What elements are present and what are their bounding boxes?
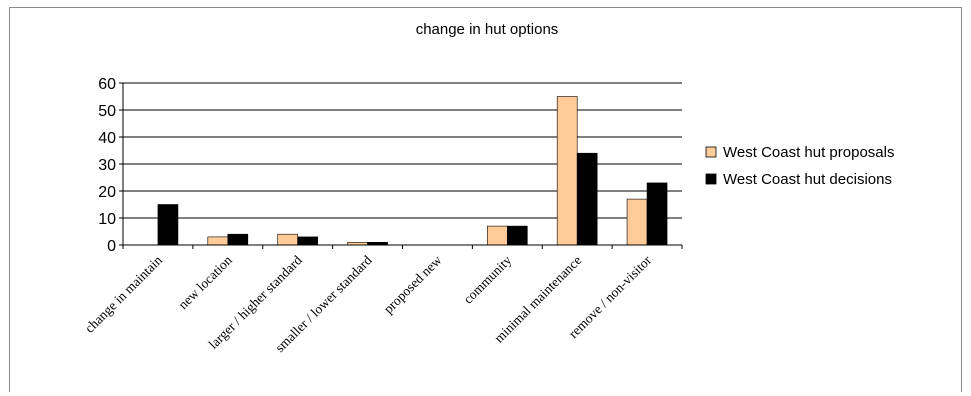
y-tick-labels: 0 10 20 30 40 50 60 <box>98 76 123 255</box>
y-tick-label: 60 <box>98 76 116 93</box>
y-tick-label: 40 <box>98 130 116 147</box>
bar-proposals <box>626 198 648 246</box>
bar-decisions <box>157 204 179 246</box>
legend-swatch <box>705 173 717 185</box>
x-tick-label: proposed new <box>381 252 445 316</box>
axes <box>122 83 683 249</box>
gridlines <box>123 82 682 246</box>
y-tick-label: 0 <box>107 238 116 255</box>
y-tick-label: 50 <box>98 103 116 120</box>
legend-label: West Coast hut decisions <box>723 171 892 188</box>
bar-decisions <box>507 225 528 246</box>
bar-proposals <box>556 96 578 246</box>
bar-decisions <box>646 182 668 246</box>
bar-proposals <box>207 236 229 246</box>
x-tick-label: change in maintain <box>82 252 165 335</box>
y-tick-label: 30 <box>98 157 116 174</box>
legend: West Coast hut proposals West Coast hut d… <box>705 144 894 188</box>
legend-swatch <box>705 146 717 158</box>
chart-title: change in hut options <box>416 21 559 38</box>
bar-proposals <box>277 233 298 246</box>
x-tick-label: community <box>460 252 514 306</box>
chart-frame <box>9 7 962 392</box>
x-tick-label: new location <box>175 252 235 312</box>
bar-decisions <box>576 152 598 246</box>
bar-proposals <box>487 225 508 246</box>
bar-decisions <box>297 236 318 246</box>
y-tick-label: 10 <box>98 211 116 228</box>
bars <box>157 96 668 246</box>
y-tick-label: 20 <box>98 184 116 201</box>
bar-decisions <box>227 233 249 246</box>
legend-label: West Coast hut proposals <box>723 144 894 161</box>
